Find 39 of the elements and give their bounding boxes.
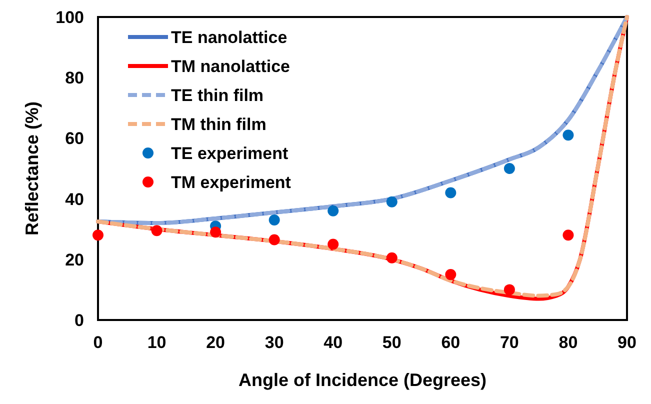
point [268,214,280,226]
point [445,269,456,280]
point [328,205,339,216]
y-tick-label: 20 [65,250,84,270]
legend-label: TE thin film [171,86,264,105]
legend-label: TE experiment [171,144,288,163]
y-tick-label: 80 [65,68,84,88]
x-tick-label: 20 [206,333,226,352]
point [92,230,104,241]
x-tick-label: 70 [500,333,519,352]
point [151,225,162,236]
x-tick-label: 30 [264,333,284,352]
y-tick-label: 0 [74,310,84,330]
point [210,226,222,238]
point [268,234,280,246]
point [386,252,398,264]
point [504,163,515,174]
y-tick-label: 100 [56,8,84,27]
point [445,187,456,198]
x-tick-label: 40 [324,333,343,352]
y-axis-title: Reflectance (%) [22,101,42,236]
legend-label: TM thin film [171,114,266,134]
legend-label: TE nanolattice [171,28,288,47]
x-tick-label: 0 [93,333,103,352]
point [562,130,574,141]
point [562,230,574,241]
y-tick-label: 40 [65,190,84,209]
legend-label: TM nanolattice [171,56,290,76]
point [504,284,515,296]
y-tick-label: 60 [65,129,84,148]
x-tick-label: 50 [382,333,402,352]
point [386,196,398,208]
x-axis-title: Angle of Incidence (Degrees) [238,370,487,390]
x-tick-label: 90 [618,333,636,352]
legend-label: TM experiment [171,172,292,192]
x-tick-label: 10 [147,333,166,352]
point [328,238,339,250]
x-tick-label: 80 [558,333,578,352]
x-tick-label: 60 [441,333,460,352]
